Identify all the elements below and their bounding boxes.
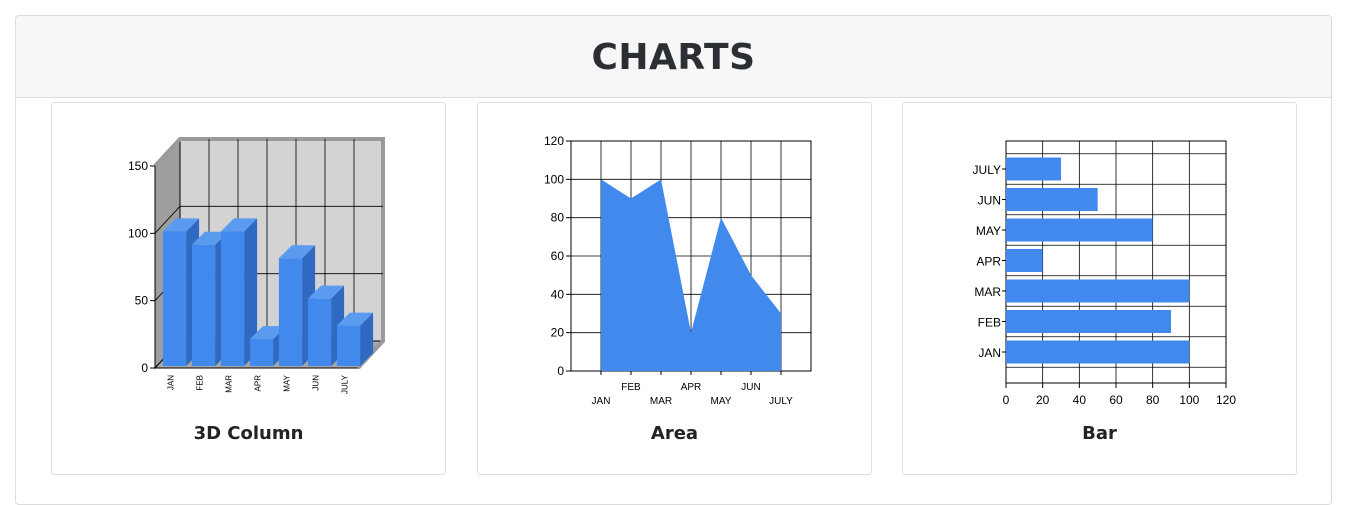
- x-tick-label: 60: [1109, 393, 1123, 407]
- x-tick-label: 80: [1146, 393, 1160, 407]
- card-3d-column: 0 50 100 150 JAN FEB MAR APR MAY JUN JULY 3D Colum…: [51, 102, 446, 475]
- y-tick-label: 40: [551, 287, 565, 301]
- x-tick-label: APR: [681, 382, 702, 393]
- x-tick-label: MAR: [650, 396, 672, 407]
- x-tick-label: JULY: [341, 374, 350, 394]
- x-tick-label: JUN: [312, 375, 321, 391]
- y-tick-label: 50: [135, 294, 149, 308]
- x-tick-label: MAR: [225, 375, 234, 393]
- bar: [1006, 310, 1171, 333]
- y-tick-label: 100: [128, 226, 148, 240]
- bar: [1006, 280, 1189, 303]
- chart-caption-3d-column: 3D Column: [52, 423, 445, 444]
- y-tick-label: APR: [976, 255, 1001, 269]
- chart-bar: 0 20 40 60 80 100 120 JAN FEB MAR APR MAY JUN JULY: [903, 103, 1298, 476]
- bar: [1006, 341, 1189, 364]
- bar: [1006, 158, 1061, 181]
- y-tick-label: MAR: [974, 285, 1001, 299]
- bar: [308, 299, 331, 366]
- x-tick-label: JAN: [167, 375, 176, 390]
- x-tick-label: 120: [1216, 393, 1236, 407]
- y-tick-label: 150: [128, 159, 148, 173]
- x-tick-label: JUN: [741, 382, 760, 393]
- panel-header: CHARTS: [16, 16, 1331, 98]
- x-tick-label: FEB: [196, 375, 205, 391]
- bar: [221, 231, 244, 366]
- x-tick-label: MAY: [711, 396, 732, 407]
- y-tick-label: 0: [557, 364, 564, 378]
- y-tick-label: 0: [141, 361, 148, 375]
- x-tick-label: 100: [1179, 393, 1199, 407]
- y-tick-label: 80: [551, 211, 565, 225]
- y-tick-label: 120: [544, 134, 564, 148]
- x-tick-label: FEB: [621, 382, 641, 393]
- y-tick-label: JUN: [978, 194, 1001, 208]
- card-area: 0 20 40 60 80 100 120 JAN FEB MAR APR MAY JUN JULY Ar…: [477, 102, 872, 475]
- chart-caption-bar: Bar: [903, 423, 1296, 444]
- y-tick-label: 100: [544, 172, 564, 186]
- x-tick-label: 40: [1073, 393, 1087, 407]
- bar: [337, 326, 360, 366]
- y-tick-label: FEB: [978, 316, 1001, 330]
- y-tick-label: 60: [551, 249, 565, 263]
- chart-area: 0 20 40 60 80 100 120 JAN FEB MAR APR MAY JUN JULY: [478, 103, 873, 476]
- page-title: CHARTS: [592, 37, 756, 78]
- bar: [250, 339, 273, 366]
- x-tick-label: APR: [254, 375, 263, 392]
- y-tick-label: JULY: [973, 163, 1001, 177]
- chart-3d-column: 0 50 100 150 JAN FEB MAR APR MAY JUN JULY: [52, 103, 447, 476]
- x-tick-label: JULY: [769, 396, 793, 407]
- card-bar: 0 20 40 60 80 100 120 JAN FEB MAR APR MAY JUN JULY Ba…: [902, 102, 1297, 475]
- bar: [1006, 188, 1098, 211]
- x-tick-label: 20: [1036, 393, 1050, 407]
- chart-caption-area: Area: [478, 423, 871, 444]
- y-tick-label: JAN: [978, 346, 1001, 360]
- x-tick-label: 0: [1003, 393, 1010, 407]
- bar: [192, 245, 215, 366]
- bar: [1006, 249, 1043, 272]
- bar: [163, 231, 186, 366]
- x-tick-label: JAN: [592, 396, 611, 407]
- y-tick-label: MAY: [976, 224, 1001, 238]
- bar: [1006, 219, 1153, 242]
- y-tick-label: 20: [551, 326, 565, 340]
- x-tick-label: MAY: [283, 374, 292, 391]
- bar: [279, 258, 302, 366]
